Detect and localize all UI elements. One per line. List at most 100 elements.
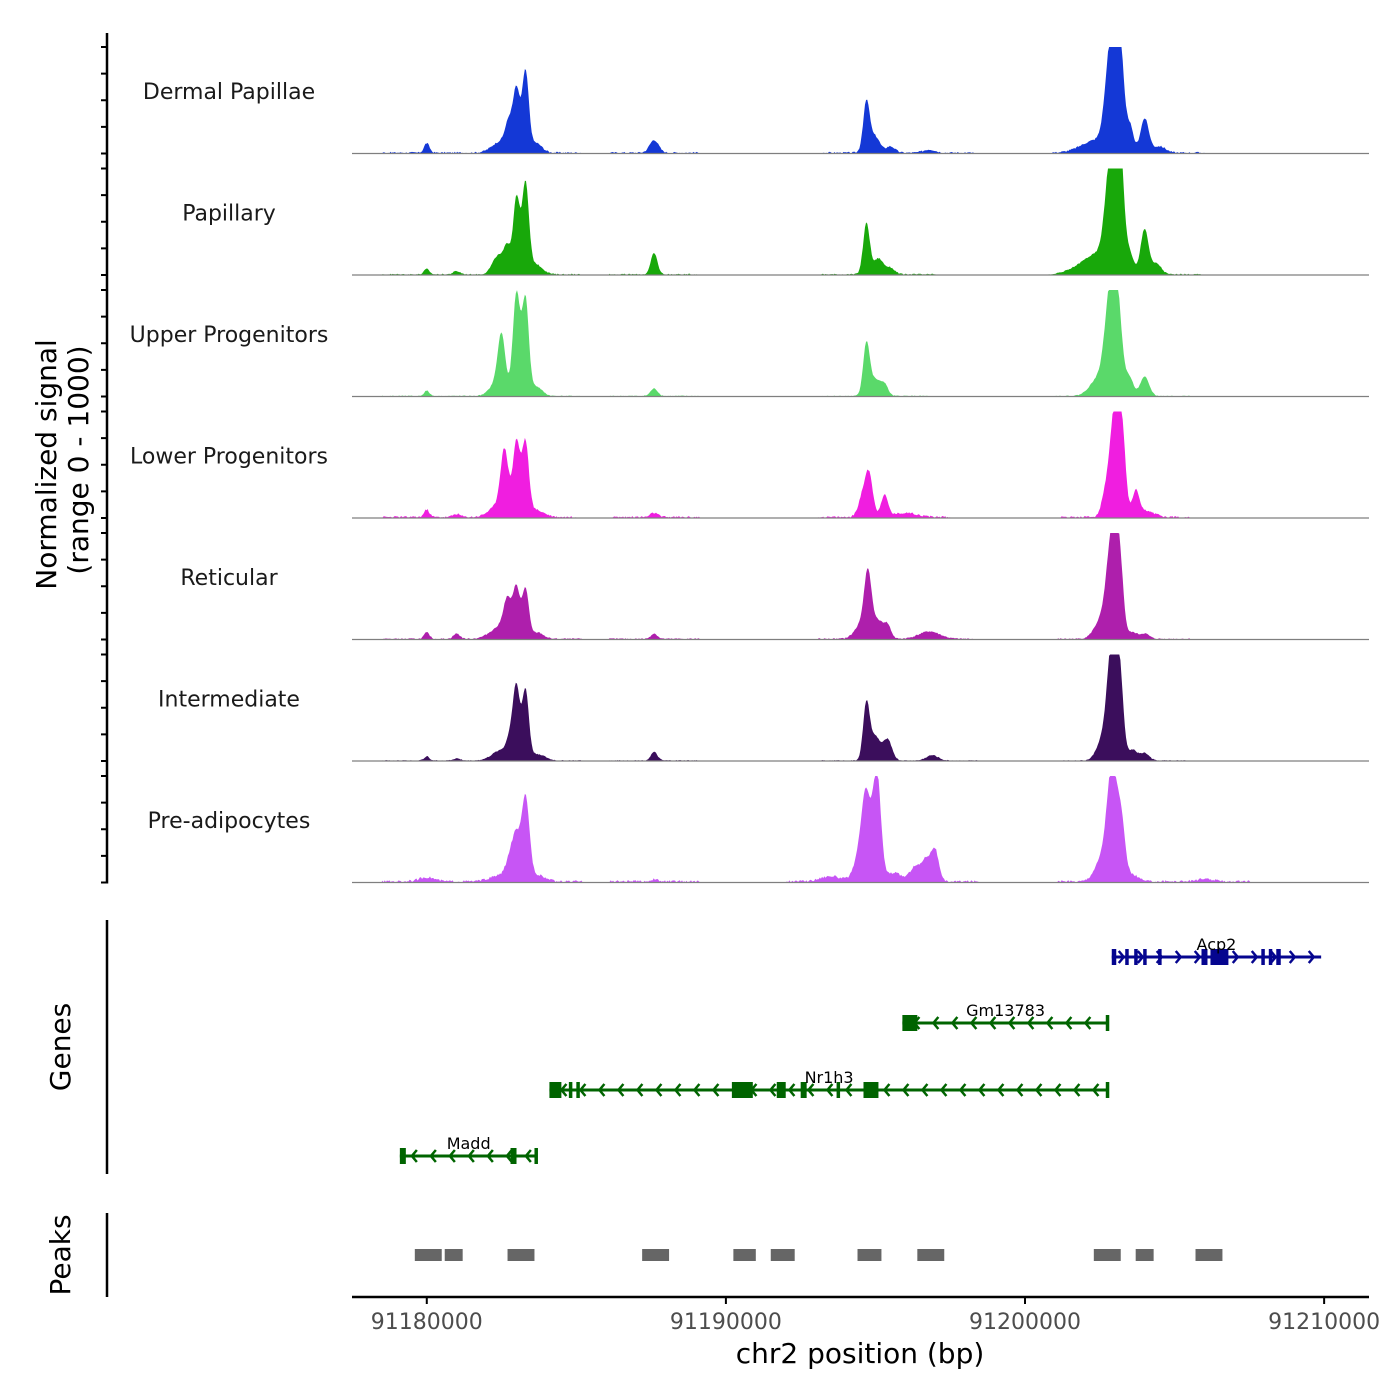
strand-arrow — [1091, 1083, 1100, 1097]
peak-region — [1135, 1249, 1154, 1261]
strand-arrow — [950, 1016, 959, 1030]
strand-arrow — [1193, 950, 1202, 964]
track-label: Upper Progenitors — [130, 323, 329, 348]
strand-arrow — [931, 1016, 940, 1030]
signal-area — [352, 47, 1369, 154]
strand-arrow — [1045, 1016, 1054, 1030]
strand-arrow — [578, 1083, 587, 1097]
x-tick-label: 91190000 — [670, 1310, 782, 1335]
signal-area — [352, 654, 1369, 761]
signal-track-1: Dermal Papillae — [143, 47, 1369, 155]
strand-arrow — [559, 1083, 568, 1097]
strand-arrow — [1015, 1083, 1024, 1097]
strand-arrow — [410, 1149, 418, 1163]
strand-arrow — [1064, 1016, 1073, 1030]
strand-arrow — [1053, 1083, 1062, 1097]
gene-exon — [776, 1082, 786, 1098]
strand-arrow — [969, 1016, 978, 1030]
gene-exon — [1143, 949, 1147, 965]
signal-track-4: Lower Progenitors — [130, 411, 1369, 519]
strand-arrow — [1007, 1016, 1016, 1030]
strand-arrow — [977, 1083, 986, 1097]
track-label: Papillary — [182, 202, 276, 227]
peak-region — [1093, 1249, 1121, 1261]
strand-arrow — [1250, 950, 1259, 964]
gene-exon — [1261, 949, 1265, 965]
strand-arrow — [1269, 950, 1278, 964]
strand-arrow — [505, 1149, 513, 1163]
track-label: Dermal Papillae — [143, 80, 315, 105]
signal-tracks: Dermal Papillae Papillary Upper Progenitor… — [130, 47, 1369, 884]
signal-track-5: Reticular — [180, 533, 1369, 641]
gene-exon — [1105, 1015, 1110, 1031]
gene-exon — [576, 1082, 580, 1098]
strand-arrow — [768, 1083, 777, 1097]
strand-arrow — [1117, 950, 1126, 964]
signal-area — [352, 290, 1369, 397]
gene-exon — [534, 1148, 538, 1164]
x-axis-title: chr2 position (bp) — [736, 1337, 985, 1370]
strand-arrow — [711, 1083, 720, 1097]
signal-y-axis — [101, 33, 109, 884]
strand-arrow — [486, 1149, 494, 1163]
signal-track-3: Upper Progenitors — [130, 290, 1369, 398]
strand-arrow — [882, 1083, 891, 1097]
gene-exon — [510, 1148, 517, 1164]
peak-region — [1195, 1249, 1223, 1261]
peak-region — [642, 1249, 670, 1261]
strand-arrow — [1072, 1083, 1081, 1097]
strand-arrow — [1083, 1016, 1092, 1030]
y-axis-title-peaks: Peaks — [44, 1214, 77, 1295]
track-label: Lower Progenitors — [130, 445, 328, 470]
strand-arrow — [844, 1083, 853, 1097]
strand-arrow — [654, 1083, 663, 1097]
peak-region — [917, 1249, 945, 1261]
gene-exon — [1105, 1082, 1110, 1098]
strand-arrow — [988, 1016, 997, 1030]
gene-exon — [863, 1082, 879, 1098]
peak-region — [733, 1249, 756, 1261]
x-axis: 91180000 91190000 91200000 91210000 — [352, 1295, 1380, 1335]
gene-label: Nr1h3 — [805, 1068, 854, 1087]
gene-acp2: Acp2 — [1111, 935, 1322, 965]
strand-arrow — [429, 1149, 437, 1163]
gene-madd: Madd — [399, 1134, 538, 1164]
track-label: Reticular — [180, 566, 278, 591]
y-axis-title-line-1: Normalized signal — [30, 339, 63, 590]
strand-arrow — [1136, 950, 1145, 964]
y-axis-title-signal: Normalized signal (range 0 - 1000) — [30, 330, 95, 589]
gene-gm13783: Gm13783 — [902, 1001, 1110, 1031]
strand-arrow — [996, 1083, 1005, 1097]
gene-exon — [1134, 949, 1138, 965]
signal-area — [352, 533, 1369, 640]
gene-exon — [568, 1082, 573, 1098]
signal-track-2: Papillary — [182, 168, 1369, 276]
peaks-panel — [414, 1249, 1223, 1261]
strand-arrow — [1231, 950, 1240, 964]
signal-track-7: Pre-adipocytes — [148, 776, 1369, 884]
strand-arrow — [692, 1083, 701, 1097]
signal-area — [352, 168, 1369, 275]
strand-arrow — [1307, 950, 1316, 964]
gene-exon — [1125, 949, 1129, 965]
strand-arrow — [825, 1083, 834, 1097]
strand-arrow — [1026, 1016, 1035, 1030]
strand-arrow — [958, 1083, 967, 1097]
track-label: Pre-adipocytes — [148, 809, 311, 834]
gene-exon — [549, 1082, 562, 1098]
peak-region — [507, 1249, 535, 1261]
strand-arrow — [920, 1083, 929, 1097]
gene-label: Gm13783 — [966, 1001, 1045, 1020]
x-tick-label: 91210000 — [1268, 1310, 1380, 1335]
peak-region — [857, 1249, 882, 1261]
gene-exon — [800, 1082, 807, 1098]
peak-region — [444, 1249, 463, 1261]
strand-arrow — [467, 1149, 475, 1163]
gene-exon — [1201, 949, 1208, 965]
gene-nr1h3: Nr1h3 — [549, 1068, 1110, 1098]
strand-arrow — [616, 1083, 625, 1097]
gene-exon — [902, 1015, 918, 1031]
gene-exon — [1158, 949, 1162, 965]
gene-exon — [399, 1148, 406, 1164]
